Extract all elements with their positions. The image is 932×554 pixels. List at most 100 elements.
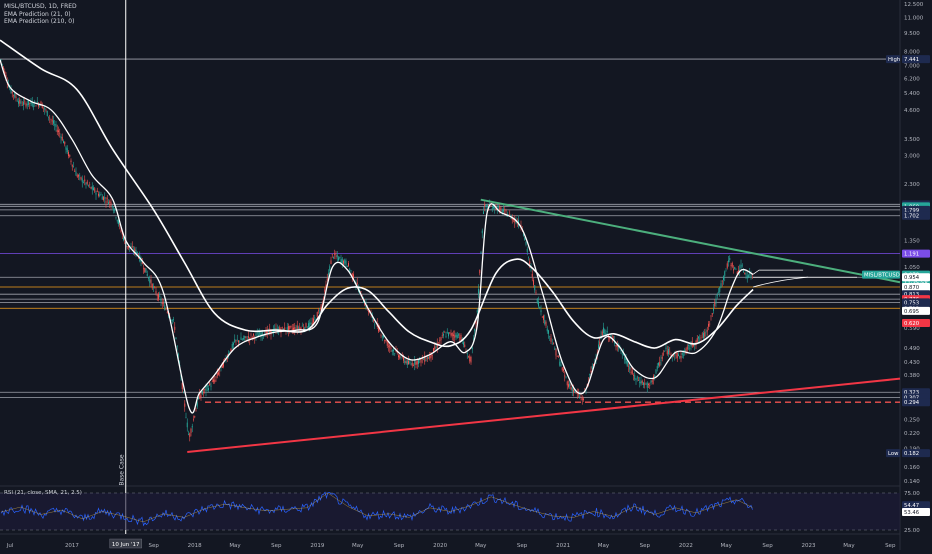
candle-body xyxy=(486,205,488,207)
badge-level-5-text: 1.191 xyxy=(904,252,919,258)
badge-low-value: 0.182 xyxy=(902,449,930,458)
candle-body xyxy=(161,302,163,305)
candle-body xyxy=(324,289,326,292)
legend-ema-long[interactable]: EMA Prediction (210, 0) xyxy=(4,18,75,25)
candle-body xyxy=(150,279,152,284)
candle-body xyxy=(329,266,331,271)
x-tick-label: 2022 xyxy=(679,543,693,549)
candle-body xyxy=(591,365,593,369)
candle-body xyxy=(393,350,394,352)
candle-body xyxy=(205,386,207,392)
candle-body xyxy=(209,383,211,386)
candle-body xyxy=(48,116,49,118)
candle-body xyxy=(170,319,172,321)
candle-body xyxy=(28,100,29,105)
base-case-marker[interactable]: Base Case xyxy=(119,0,127,534)
candle-body xyxy=(105,201,107,203)
rsi-legend[interactable]: RSI (21, close, SMA, 21, 2.5) xyxy=(4,490,82,496)
candle-body xyxy=(668,348,669,355)
y-tick-label: 0.220 xyxy=(904,431,920,437)
candle-body xyxy=(191,426,193,428)
candle-body xyxy=(259,331,261,335)
candle-body xyxy=(289,325,291,330)
candle-body xyxy=(570,387,572,390)
badge-high-value: 7.441 xyxy=(902,55,930,64)
candle-body xyxy=(275,328,277,329)
badge-low-value-text: 0.182 xyxy=(904,451,919,457)
y-tick-label: 0.490 xyxy=(904,346,920,352)
candle-body xyxy=(738,270,739,272)
candle-body xyxy=(583,398,584,400)
candle-body xyxy=(35,105,37,107)
candle-body xyxy=(378,325,379,332)
candle-body xyxy=(639,381,641,384)
badge-symbol-name-bg xyxy=(862,270,900,279)
candle-body xyxy=(726,263,728,268)
candle-body xyxy=(473,338,474,340)
candle-body xyxy=(153,286,154,288)
candle-body xyxy=(266,329,268,334)
candle-body xyxy=(119,223,121,226)
candle-body xyxy=(646,382,648,388)
candle-body xyxy=(569,383,571,387)
candle-body xyxy=(558,356,559,358)
rsi-badge-2-bg xyxy=(902,507,930,516)
candle-body xyxy=(706,330,708,332)
candle-body xyxy=(660,360,662,361)
candle-body xyxy=(264,334,266,337)
candle-body xyxy=(684,349,686,352)
x-tick-label: May xyxy=(229,543,241,549)
badge-level-17-bg xyxy=(902,398,930,407)
candle-body xyxy=(61,137,63,141)
legend-symbol[interactable]: MISL/BTCUSD, 1D, FRED xyxy=(4,3,77,10)
candle-body xyxy=(134,248,136,252)
candle-body xyxy=(666,350,668,355)
candle-body xyxy=(693,344,694,346)
candle-body xyxy=(413,364,414,366)
candle-body xyxy=(690,342,692,347)
candle-body xyxy=(456,335,458,339)
badge-level-7: 0.954 xyxy=(902,273,930,282)
candle-body xyxy=(243,338,244,340)
candle-body xyxy=(669,350,671,352)
candle-body xyxy=(388,345,389,347)
candle-body xyxy=(630,372,632,373)
candle-body xyxy=(25,103,27,107)
candle-body xyxy=(746,275,748,279)
candle-body xyxy=(284,327,286,331)
candle-body xyxy=(468,355,469,357)
candle-body xyxy=(681,352,683,355)
price-axis[interactable]: 12.500 11.000 9.500 8.000 7.000 6.200 5.400 4.6… xyxy=(904,2,924,485)
candle-body xyxy=(33,105,34,107)
candle-body xyxy=(121,233,123,235)
candle-body xyxy=(84,179,86,182)
candle-body xyxy=(50,119,52,120)
candle-body xyxy=(444,332,446,333)
candle-body xyxy=(326,278,328,281)
candle-body xyxy=(23,101,24,105)
candle-body xyxy=(20,101,22,104)
legend-ema-short[interactable]: EMA Prediction (21, 0) xyxy=(4,10,71,18)
badge-level-13-bg xyxy=(902,306,930,315)
candle-body xyxy=(625,357,627,364)
candle-body xyxy=(176,346,178,347)
candle-body xyxy=(710,315,712,317)
candle-body xyxy=(571,387,573,392)
candle-body xyxy=(694,344,696,346)
candle-body xyxy=(145,268,147,273)
candle-body xyxy=(509,213,511,215)
candle-body xyxy=(106,198,108,199)
candle-body xyxy=(39,104,41,107)
candle-body xyxy=(688,345,689,346)
candle-body xyxy=(406,360,408,365)
candle-body xyxy=(580,397,582,398)
candle-body xyxy=(213,379,214,382)
candle-body xyxy=(610,334,612,337)
candle-body xyxy=(63,141,64,144)
time-axis[interactable]: Jul 2017 Sep 2018 May Sep 2019 May Sep 2020 May Sep… xyxy=(6,538,896,549)
badge-symbol-name-text: MISL/BTCUSD xyxy=(864,273,900,279)
candle-body xyxy=(210,385,212,387)
candle-body xyxy=(728,260,729,263)
candle-body xyxy=(148,277,149,279)
